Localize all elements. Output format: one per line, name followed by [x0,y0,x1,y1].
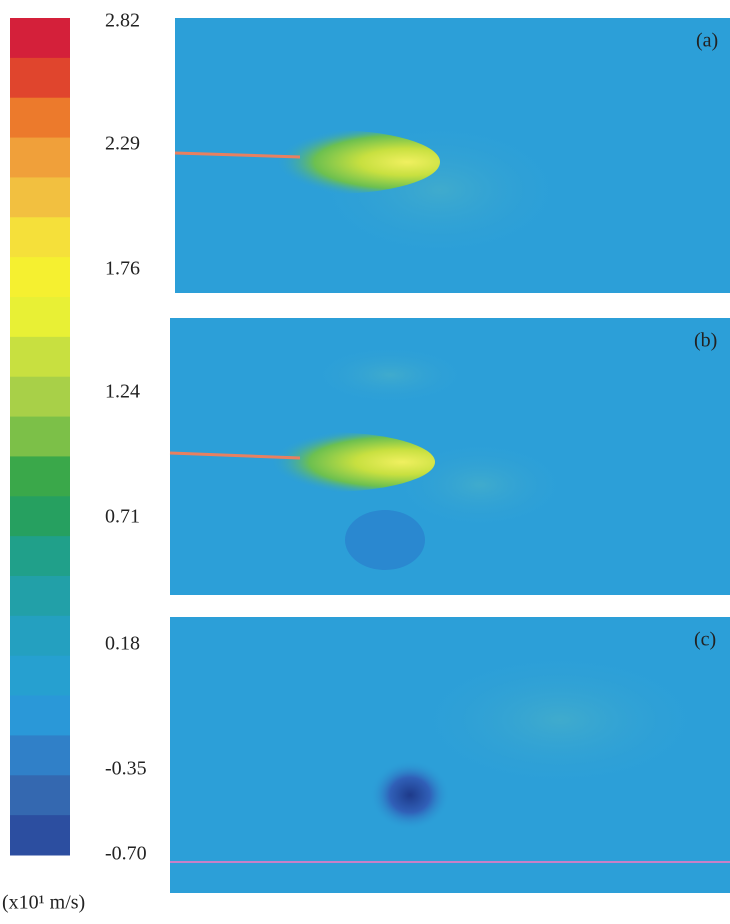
panel: (b) [170,318,730,595]
colorbar-band [10,58,70,98]
panel-label: (b) [694,330,717,352]
panel-label: (c) [694,629,716,651]
colorbar-band [10,177,70,217]
colorbar-band [10,456,70,496]
colorbar-tick: 0.71 [105,506,140,528]
colorbar-band [10,337,70,377]
panel: (c) [170,617,730,893]
colorbar [10,18,70,856]
colorbar-tick: -0.35 [105,758,147,780]
colorbar-band [10,735,70,775]
colorbar-band [10,138,70,178]
colorbar-band [10,417,70,457]
colorbar-tick: 2.82 [105,10,140,32]
contour-low [345,510,425,570]
colorbar-band [10,656,70,696]
colorbar-band [10,815,70,855]
panel-label: (a) [696,30,718,52]
colorbar-unit: (x10¹ m/s) [2,892,85,914]
colorbar-band [10,496,70,536]
colorbar-band [10,98,70,138]
colorbar-tick: 0.18 [105,633,140,655]
colorbar-band [10,576,70,616]
contour-halo [310,345,470,405]
colorbar-tick: 1.76 [105,258,140,280]
jet-plume [215,432,435,492]
figure: 2.82 2.29 1.76 1.24 0.71 0.18 -0.35 -0.7… [0,0,730,919]
colorbar-tick: -0.70 [105,843,147,865]
colorbar-band [10,616,70,656]
colorbar-band [10,257,70,297]
colorbar-band [10,217,70,257]
colorbar-band [10,696,70,736]
colorbar-band [10,536,70,576]
colorbar-band [10,18,70,58]
colorbar-band [10,377,70,417]
jet-plume [220,130,440,194]
panel: (a) [175,18,730,293]
colorbar-tick: 2.29 [105,133,140,155]
contour-low [370,760,450,830]
colorbar-band [10,775,70,815]
contour-halo [410,650,710,790]
colorbar-band [10,297,70,337]
colorbar-tick: 1.24 [105,381,140,403]
